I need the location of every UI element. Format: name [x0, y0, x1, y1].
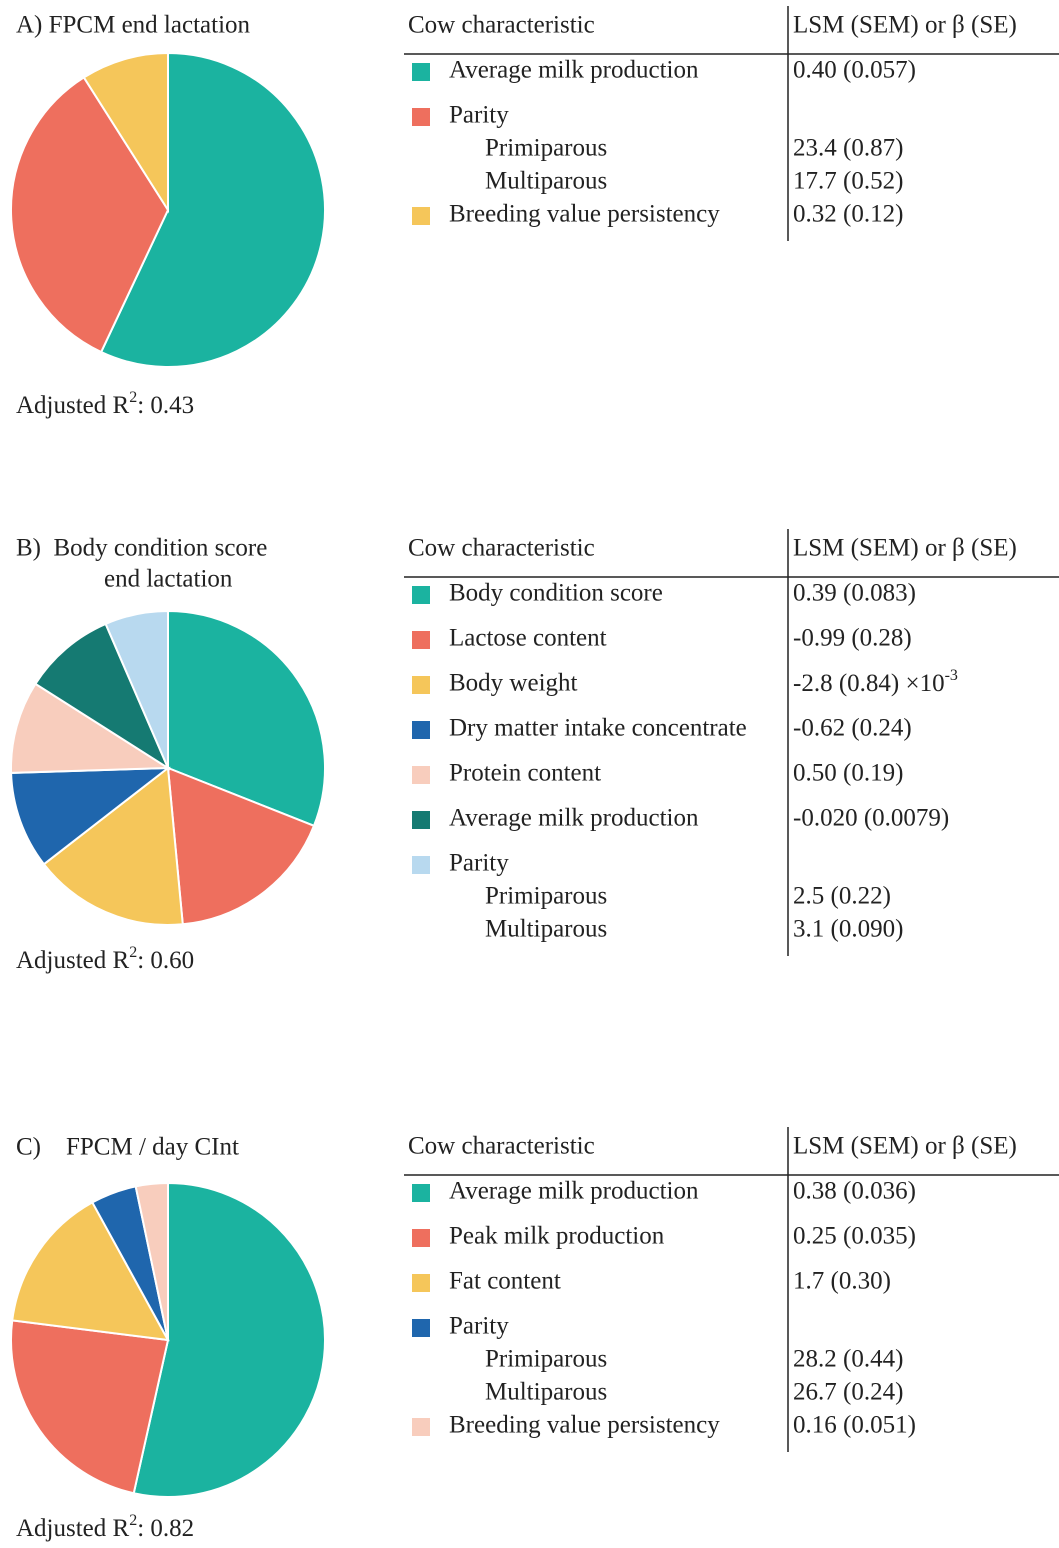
- level-label: Primiparous: [485, 135, 607, 162]
- estimate: 23.4 (0.87): [793, 135, 903, 162]
- legend-swatch: [412, 631, 430, 649]
- estimate: 0.32 (0.12): [793, 201, 903, 228]
- r2-label: Adjusted R: [16, 947, 130, 974]
- chart-title: C) FPCM / day CInt: [16, 1134, 239, 1161]
- column-header: LSM (SEM) or β (SE): [793, 535, 1017, 562]
- legend-swatch: [412, 108, 430, 126]
- pie-slice: [134, 1181, 169, 1341]
- pie-slice: [99, 51, 326, 368]
- pie-slice: [166, 766, 316, 926]
- legend-label: Dry matter intake concentrate: [449, 715, 747, 742]
- pie-slice: [104, 609, 169, 769]
- legend-swatch: [412, 766, 430, 784]
- legend-swatch: [412, 1418, 430, 1436]
- chart-title: B) Body condition score: [16, 535, 267, 562]
- legend-label: Peak milk production: [449, 1223, 665, 1250]
- legend-swatch: [412, 1319, 430, 1337]
- legend-label: Parity: [449, 1313, 509, 1340]
- legend-swatch: [412, 1229, 430, 1247]
- chart-title: A) FPCM end lactation: [16, 12, 251, 39]
- pie-slice: [82, 51, 169, 214]
- level-label: Multiparous: [485, 916, 607, 943]
- pie-slice: [10, 682, 172, 774]
- r2-label: Adjusted R: [16, 392, 130, 419]
- estimate: -0.99 (0.28): [793, 625, 912, 652]
- legend-label: Breeding value persistency: [449, 1412, 720, 1439]
- level-label: Primiparous: [485, 883, 607, 910]
- chart-title: end lactation: [104, 566, 233, 593]
- column-header: Cow characteristic: [408, 1133, 595, 1160]
- estimate-exponent: -3: [945, 667, 958, 684]
- level-label: Primiparous: [485, 1346, 607, 1373]
- pie-slice: [11, 1201, 170, 1342]
- estimate: 28.2 (0.44): [793, 1346, 903, 1373]
- legend-label: Body weight: [449, 670, 578, 697]
- legend-label: Breeding value persistency: [449, 201, 720, 228]
- legend-label: Lactose content: [449, 625, 607, 652]
- pie-slice: [132, 1181, 326, 1498]
- legend-swatch: [412, 207, 430, 225]
- estimate: 0.39 (0.083): [793, 580, 916, 607]
- column-header: LSM (SEM) or β (SE): [793, 1133, 1017, 1160]
- level-label: Multiparous: [485, 168, 607, 195]
- legend-swatch: [412, 586, 430, 604]
- legend-swatch: [412, 1184, 430, 1202]
- estimate: 0.16 (0.051): [793, 1412, 916, 1439]
- adjusted-r2: Adjusted R2: 0.60: [16, 944, 194, 974]
- adjusted-r2: Adjusted R2: 0.43: [16, 389, 194, 419]
- estimate: -2.8 (0.84) ×10-3: [793, 667, 958, 697]
- legend-swatch: [412, 63, 430, 81]
- legend-label: Fat content: [449, 1268, 561, 1295]
- pie-slice: [42, 766, 184, 926]
- estimate: 0.38 (0.036): [793, 1178, 916, 1205]
- estimate: 0.40 (0.057): [793, 57, 916, 84]
- adjusted-r2: Adjusted R2: 0.82: [16, 1512, 194, 1542]
- legend-swatch: [412, 676, 430, 694]
- legend-swatch: [412, 721, 430, 739]
- legend-swatch: [412, 1274, 430, 1292]
- pie-slice: [10, 766, 172, 866]
- r2-sup: 2: [129, 389, 137, 406]
- legend-label: Body condition score: [449, 580, 663, 607]
- estimate: 0.25 (0.035): [793, 1223, 916, 1250]
- estimate: 0.50 (0.19): [793, 760, 903, 787]
- r2-value: : 0.43: [137, 392, 194, 419]
- legend-label: Average milk production: [449, 805, 699, 832]
- r2-sup: 2: [129, 944, 137, 961]
- r2-value: : 0.82: [137, 1515, 194, 1542]
- r2-sup: 2: [129, 1512, 137, 1529]
- estimate: 3.1 (0.090): [793, 916, 903, 943]
- column-header: LSM (SEM) or β (SE): [793, 12, 1017, 39]
- r2-label: Adjusted R: [16, 1515, 130, 1542]
- pie-slice: [34, 622, 171, 771]
- legend-swatch: [412, 856, 430, 874]
- estimate: 1.7 (0.30): [793, 1268, 891, 1295]
- level-label: Multiparous: [485, 1379, 607, 1406]
- pie-slice: [167, 609, 326, 828]
- legend-label: Parity: [449, 102, 509, 129]
- estimate: 2.5 (0.22): [793, 883, 891, 910]
- r2-value: : 0.60: [137, 947, 194, 974]
- pie-slice: [10, 76, 170, 354]
- legend-label: Parity: [449, 850, 509, 877]
- estimate: 17.7 (0.52): [793, 168, 903, 195]
- column-header: Cow characteristic: [408, 535, 595, 562]
- column-header: Cow characteristic: [408, 12, 595, 39]
- legend-swatch: [412, 811, 430, 829]
- legend-label: Protein content: [449, 760, 601, 787]
- estimate-text: -2.8 (0.84) ×10: [793, 670, 945, 697]
- pie-slice: [10, 1319, 170, 1495]
- legend-label: Average milk production: [449, 1178, 699, 1205]
- estimate: 26.7 (0.24): [793, 1379, 903, 1406]
- legend-label: Average milk production: [449, 57, 699, 84]
- estimate: -0.020 (0.0079): [793, 805, 949, 832]
- estimate: -0.62 (0.24): [793, 715, 912, 742]
